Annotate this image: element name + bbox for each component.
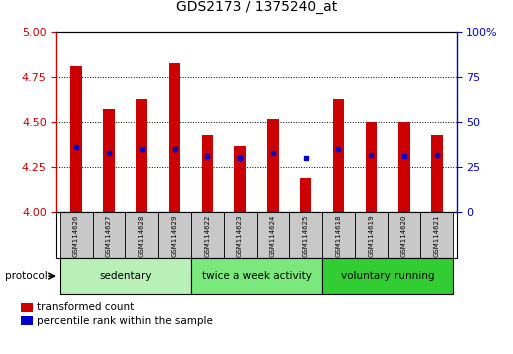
Text: GSM114626: GSM114626 <box>73 214 79 257</box>
Text: GSM114625: GSM114625 <box>303 214 309 257</box>
Bar <box>366 122 377 212</box>
Text: GSM114624: GSM114624 <box>270 214 276 257</box>
Bar <box>267 119 279 212</box>
Bar <box>388 212 421 258</box>
Bar <box>169 63 180 212</box>
Text: protocol: protocol <box>5 271 48 281</box>
Bar <box>136 99 147 212</box>
Bar <box>60 212 92 258</box>
Bar <box>224 212 256 258</box>
Bar <box>300 178 311 212</box>
Text: voluntary running: voluntary running <box>341 271 435 281</box>
Text: GSM114629: GSM114629 <box>171 214 177 257</box>
Bar <box>421 212 453 258</box>
Text: GDS2173 / 1375240_at: GDS2173 / 1375240_at <box>176 0 337 14</box>
Bar <box>322 212 355 258</box>
Bar <box>60 258 191 294</box>
Bar <box>431 135 443 212</box>
Text: GSM114619: GSM114619 <box>368 214 374 257</box>
Bar <box>125 212 158 258</box>
Bar <box>191 258 322 294</box>
Text: GSM114618: GSM114618 <box>336 214 342 257</box>
Text: GSM114627: GSM114627 <box>106 214 112 257</box>
Bar <box>191 212 224 258</box>
Bar <box>289 212 322 258</box>
Text: GSM114622: GSM114622 <box>204 214 210 257</box>
Bar <box>92 212 125 258</box>
Bar <box>70 66 82 212</box>
Bar <box>234 145 246 212</box>
Text: transformed count: transformed count <box>37 302 134 312</box>
Text: sedentary: sedentary <box>99 271 151 281</box>
Bar <box>355 212 388 258</box>
Bar <box>333 99 344 212</box>
Text: twice a week activity: twice a week activity <box>202 271 311 281</box>
Text: percentile rank within the sample: percentile rank within the sample <box>37 316 213 326</box>
Text: GSM114623: GSM114623 <box>237 214 243 257</box>
Bar <box>322 258 453 294</box>
Bar <box>256 212 289 258</box>
Text: GSM114620: GSM114620 <box>401 214 407 257</box>
Bar <box>158 212 191 258</box>
Text: GSM114628: GSM114628 <box>139 214 145 257</box>
Bar <box>103 109 114 212</box>
Bar <box>202 135 213 212</box>
Bar <box>399 122 410 212</box>
Text: GSM114621: GSM114621 <box>434 214 440 257</box>
